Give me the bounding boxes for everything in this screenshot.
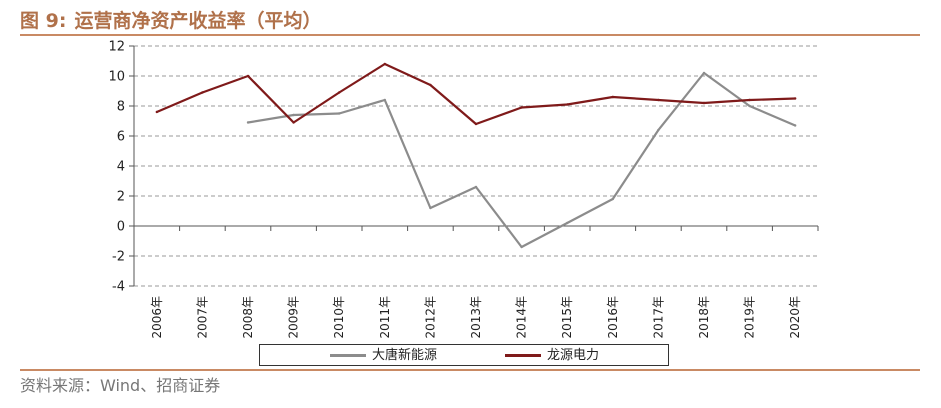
data-point xyxy=(748,98,751,102)
data-point xyxy=(794,97,797,100)
data-point xyxy=(338,91,341,94)
data-point xyxy=(338,112,341,115)
y-tick-label: 4 xyxy=(117,160,125,175)
legend: 大唐新能源 龙源电力 xyxy=(259,344,669,366)
data-point xyxy=(246,74,250,78)
data-point xyxy=(702,71,706,75)
y-tick-label: 10 xyxy=(108,70,125,85)
series-line-1 xyxy=(156,62,796,126)
data-point xyxy=(657,98,660,102)
x-tick-label: 2017年 xyxy=(651,296,665,339)
y-tick-label: 2 xyxy=(117,190,125,205)
data-point xyxy=(520,106,523,109)
data-point xyxy=(292,121,295,124)
data-point xyxy=(657,128,660,132)
y-tick-label: -2 xyxy=(112,250,125,265)
data-point xyxy=(474,185,478,189)
x-tick-label: 2013年 xyxy=(469,296,483,339)
x-tick-label: 2006年 xyxy=(150,296,164,339)
data-point xyxy=(201,91,204,94)
data-point xyxy=(246,121,250,124)
data-point xyxy=(611,95,614,99)
x-tick-label: 2014年 xyxy=(515,296,529,339)
figure-number: 图 9: xyxy=(20,10,67,32)
x-tick-label: 2019年 xyxy=(743,296,757,339)
data-point xyxy=(383,62,386,66)
source-note: 资料来源：Wind、招商证券 xyxy=(20,376,221,395)
data-point xyxy=(155,110,158,114)
legend-item-datang: 大唐新能源 xyxy=(330,347,437,365)
figure-title-text: 运营商净资产收益率（平均） xyxy=(74,10,322,32)
top-rule xyxy=(20,34,920,36)
x-tick-label: 2020年 xyxy=(788,296,802,339)
y-tick-label: 12 xyxy=(108,40,125,55)
legend-item-longyuan: 龙源电力 xyxy=(505,347,599,365)
data-point xyxy=(794,124,797,127)
data-point xyxy=(474,122,478,126)
figure-title: 图 9: 运营商净资产收益率（平均） xyxy=(20,6,321,36)
x-tick-label: 2010年 xyxy=(332,296,346,339)
data-point xyxy=(702,101,706,105)
data-point xyxy=(566,103,569,106)
x-tick-label: 2016年 xyxy=(606,296,620,339)
data-point xyxy=(611,197,614,201)
data-point xyxy=(383,98,386,102)
data-point xyxy=(566,221,569,225)
y-tick-label: -4 xyxy=(112,280,125,295)
x-tick-label: 2018年 xyxy=(697,296,711,339)
data-point xyxy=(520,245,523,249)
data-point xyxy=(429,83,432,87)
legend-swatch-longyuan xyxy=(505,354,541,357)
x-tick-label: 2009年 xyxy=(287,296,301,339)
x-tick-label: 2012年 xyxy=(423,296,437,339)
x-tick-label: 2008年 xyxy=(241,296,255,339)
x-tick-label: 2011年 xyxy=(378,296,392,339)
data-point xyxy=(292,113,295,117)
bottom-rule xyxy=(20,369,920,371)
legend-label-longyuan: 龙源电力 xyxy=(547,348,600,363)
legend-label-datang: 大唐新能源 xyxy=(372,348,438,363)
data-point xyxy=(748,104,751,108)
y-tick-label: 6 xyxy=(117,130,125,145)
data-point xyxy=(429,206,432,210)
legend-swatch-datang xyxy=(330,354,366,357)
y-tick-label: 8 xyxy=(117,100,125,115)
y-tick-label: 0 xyxy=(117,220,125,235)
x-tick-label: 2007年 xyxy=(195,296,209,339)
x-tick-label: 2015年 xyxy=(560,296,574,339)
